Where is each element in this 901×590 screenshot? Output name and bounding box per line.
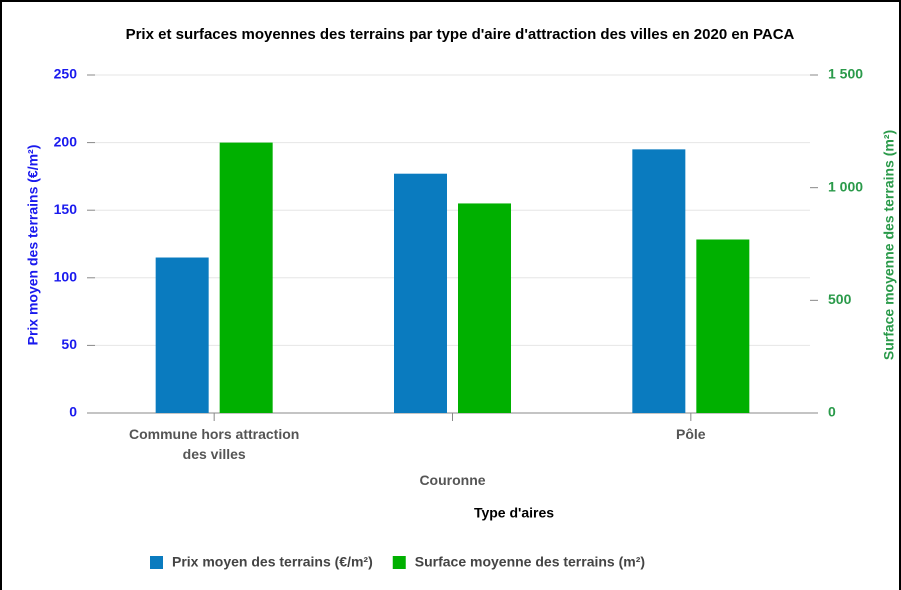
y2-tick-label: 0 [828, 404, 836, 420]
bar [696, 239, 750, 413]
legend-label: Surface moyenne des terrains (m²) [415, 554, 645, 570]
y2-axis-title: Surface moyenne des terrains (m²) [881, 130, 897, 360]
x-axis-title: Type d'aires [474, 505, 554, 521]
x-tick-label: Pôle [676, 426, 706, 442]
y2-tick-label: 500 [828, 291, 852, 307]
bar [394, 173, 447, 413]
y2-tick-label: 1 500 [828, 66, 863, 82]
bar [458, 203, 511, 413]
y-tick-label: 50 [61, 336, 77, 352]
chart-title: Prix et surfaces moyennes des terrains p… [126, 26, 795, 43]
x-tick-label: Couronne [419, 472, 485, 488]
legend-swatch [150, 556, 163, 569]
legend-swatch [392, 556, 406, 569]
y2-tick-label: 1 000 [828, 178, 863, 194]
y-tick-label: 0 [69, 404, 77, 420]
y-tick-label: 200 [54, 133, 78, 149]
bar [219, 142, 273, 413]
y-tick-label: 150 [54, 201, 78, 217]
legend-label: Prix moyen des terrains (€/m²) [172, 554, 373, 570]
bar [155, 257, 209, 413]
x-tick-label: Commune hors attraction des villes [129, 426, 299, 462]
bar [632, 149, 686, 414]
y-tick-label: 100 [54, 269, 78, 285]
y-tick-label: 250 [54, 66, 78, 82]
y-axis-title: Prix moyen des terrains (€/m²) [25, 145, 41, 346]
